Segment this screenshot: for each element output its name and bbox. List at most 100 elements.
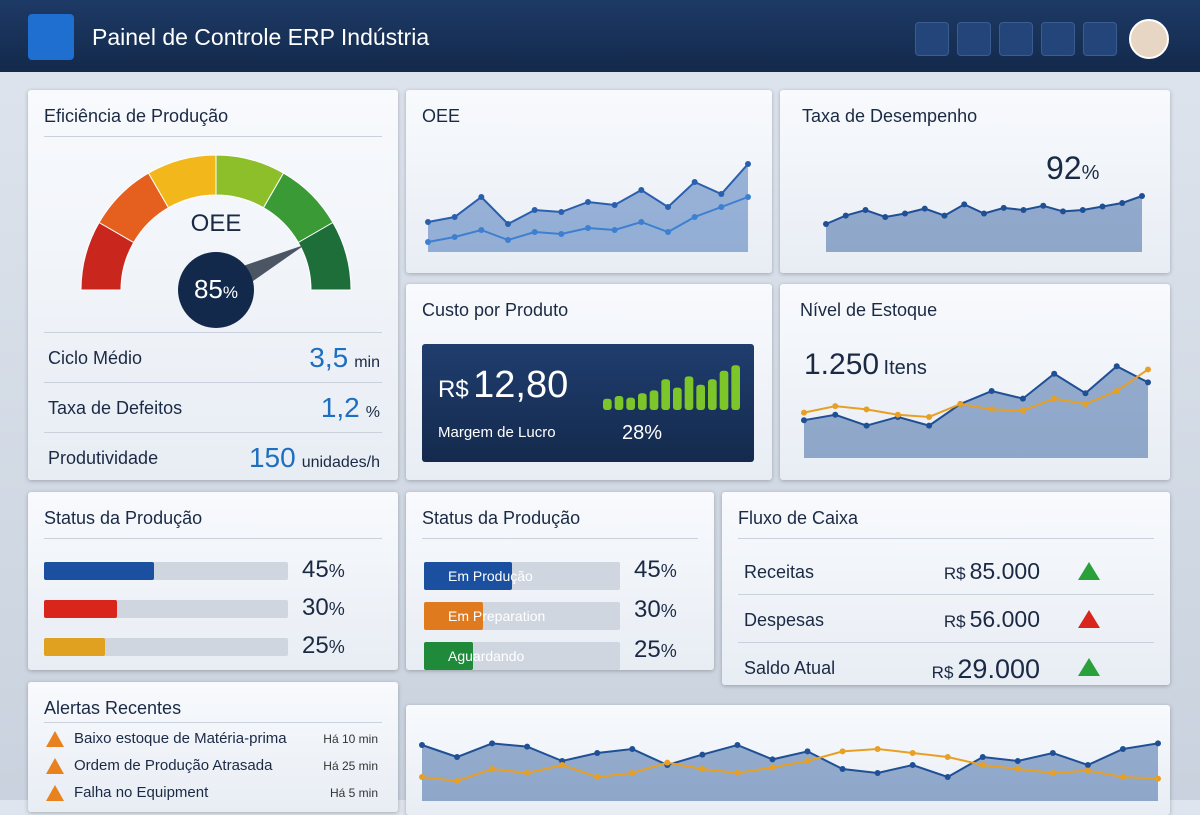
point <box>988 406 995 413</box>
settings-icon[interactable] <box>999 22 1033 56</box>
point <box>1082 401 1089 407</box>
point <box>909 750 916 756</box>
line <box>803 368 1149 418</box>
price-value: 12,80 <box>473 364 569 406</box>
point <box>1119 200 1126 206</box>
point <box>882 214 889 220</box>
point <box>611 227 618 233</box>
divider <box>44 332 382 333</box>
point <box>691 179 698 185</box>
avatar[interactable] <box>1129 19 1169 59</box>
margin-unit: % <box>644 422 663 444</box>
efficiency-panel: Eficiência de Produção OEE 85% Ciclo Méd… <box>28 90 398 480</box>
bar-unit: % <box>660 561 677 581</box>
point <box>638 219 645 225</box>
bar-number: 25 <box>302 632 329 659</box>
point <box>1019 395 1026 402</box>
margin-number: 28 <box>622 422 645 444</box>
point <box>524 770 531 776</box>
panel-title: OEE <box>422 106 461 126</box>
panel-title: Taxa de Desempenho <box>802 106 978 126</box>
point <box>585 225 591 231</box>
refresh-icon[interactable] <box>1083 22 1117 56</box>
row-amount: R$ 56.000 <box>944 606 1040 633</box>
point <box>874 746 881 752</box>
point <box>1119 746 1126 752</box>
point <box>454 754 461 760</box>
bar <box>638 393 647 410</box>
bar <box>614 396 624 410</box>
point <box>425 239 431 245</box>
bar <box>661 379 670 410</box>
point <box>718 204 725 210</box>
point <box>478 194 485 200</box>
cost-card: R$ 12,80 Margem de Lucro 28% <box>422 344 754 462</box>
bar <box>696 384 705 410</box>
point <box>505 237 511 243</box>
amount: 56.000 <box>969 606 1040 632</box>
alert-icon <box>46 731 64 747</box>
bar-fill <box>44 638 105 656</box>
point <box>839 766 846 772</box>
metric-label: Produtividade <box>48 448 159 468</box>
bar-number: 30 <box>302 594 329 621</box>
point <box>454 778 461 784</box>
gauge-unit: % <box>222 283 239 302</box>
point <box>926 413 933 420</box>
metric-unit: min <box>354 354 380 371</box>
point <box>862 207 869 213</box>
alert-time: Há 5 min <box>329 786 378 800</box>
bar-value: 45% <box>634 556 677 584</box>
point <box>863 422 870 429</box>
user-icon[interactable] <box>957 22 991 56</box>
point <box>1020 207 1027 213</box>
divider <box>738 594 1154 595</box>
point <box>944 774 951 780</box>
point <box>425 219 431 225</box>
metric-unit: % <box>365 404 380 421</box>
divider <box>44 538 382 539</box>
point <box>699 751 706 758</box>
point <box>1060 208 1066 215</box>
point <box>863 406 870 413</box>
stock-number: 1.250 <box>804 348 880 381</box>
point <box>832 411 839 418</box>
mail-icon[interactable] <box>915 22 949 56</box>
currency: R$ <box>438 376 469 403</box>
point <box>957 401 964 407</box>
bar-unit: % <box>328 561 345 581</box>
point <box>979 762 986 768</box>
area <box>422 743 1158 801</box>
point <box>558 231 565 237</box>
bar-label: Em Preparation <box>448 608 546 624</box>
gear-icon[interactable] <box>1041 22 1075 56</box>
point <box>988 388 995 395</box>
currency: R$ <box>931 663 954 682</box>
point <box>734 742 741 748</box>
metric-value: 1,2% <box>321 392 380 424</box>
point <box>559 762 566 768</box>
bar-number: 45 <box>302 556 329 583</box>
divider <box>44 136 382 137</box>
bar-value: 25% <box>302 632 345 660</box>
area <box>826 196 1142 252</box>
bar <box>603 398 612 410</box>
point <box>734 770 741 776</box>
point <box>909 762 916 768</box>
panel-title: Nível de Estoque <box>800 300 938 320</box>
metric-unit: unidades/h <box>301 454 380 471</box>
bar-fill <box>44 562 154 580</box>
margin-value: 28% <box>622 422 662 445</box>
stock-unit: Itens <box>883 357 927 379</box>
bar <box>649 390 659 410</box>
logo[interactable] <box>28 14 74 60</box>
cost-bars <box>603 365 740 410</box>
point <box>894 411 901 418</box>
point <box>489 766 496 772</box>
point <box>1113 388 1120 395</box>
line <box>803 365 1149 427</box>
point <box>1000 204 1007 211</box>
performance-value: 92% <box>1046 150 1099 187</box>
alert-text: Ordem de Produção Atrasada <box>74 757 273 774</box>
point <box>801 417 807 424</box>
